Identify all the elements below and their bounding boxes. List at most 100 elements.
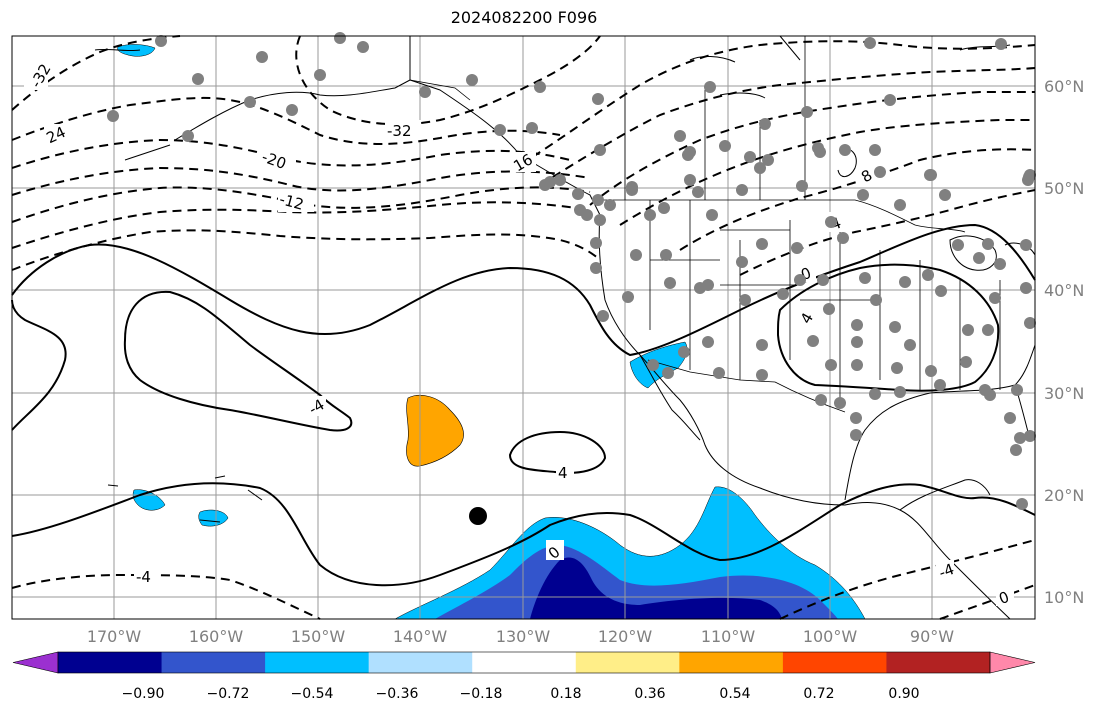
contour-label: -4 [936, 560, 956, 582]
station-dot [851, 359, 863, 371]
station-dot [801, 106, 813, 118]
station-dot [286, 104, 298, 116]
station-dot [539, 179, 551, 191]
station-dot [935, 285, 947, 297]
station-dot [674, 130, 686, 142]
contour-solid-6 [776, 263, 1000, 392]
station-dot [850, 412, 862, 424]
station-dot [736, 184, 748, 196]
station-dot [870, 294, 882, 306]
lon-tick-label: 110°W [701, 627, 756, 646]
station-dot [244, 96, 256, 108]
station-dot [889, 321, 901, 333]
station-dot [874, 166, 886, 178]
colorbar-extend-high [989, 651, 1036, 674]
lat-tick-label: 20°N [1044, 486, 1084, 505]
station-dot [192, 73, 204, 85]
station-dot [1020, 239, 1032, 251]
colorbar-segment [886, 652, 991, 673]
station-dot [851, 336, 863, 348]
lat-tick-label: 60°N [1044, 77, 1084, 96]
lat-tick-label: 30°N [1044, 384, 1084, 403]
station-dot [994, 258, 1006, 270]
station-dot [825, 359, 837, 371]
station-dot [706, 209, 718, 221]
station-dot [658, 202, 670, 214]
station-dot [684, 146, 696, 158]
station-dot [864, 37, 876, 49]
station-dot [817, 274, 829, 286]
station-dot [925, 169, 937, 181]
contour-dashed-16 [779, 539, 1036, 620]
contour-label: -12 [277, 190, 305, 214]
station-dot [713, 367, 725, 379]
station-dot [592, 194, 604, 206]
station-dot [744, 151, 756, 163]
station-dot [590, 237, 602, 249]
station-dot [1004, 412, 1016, 424]
station-dot [869, 144, 881, 156]
station-dot [1020, 282, 1032, 294]
station-dot [894, 386, 906, 398]
lat-tick-label: 10°N [1044, 588, 1084, 607]
aleutians [94, 48, 171, 161]
colorbar-tick-label: −0.54 [291, 686, 334, 702]
colorbar-segment [472, 652, 577, 673]
colorbar-segment [782, 652, 887, 673]
station-dot [592, 93, 604, 105]
station-dot [702, 336, 714, 348]
station-dot [962, 324, 974, 336]
station-dot [622, 291, 634, 303]
station-dot [777, 288, 789, 300]
station-dot [857, 189, 869, 201]
colorbar-segment [679, 652, 784, 673]
station-dot [664, 277, 676, 289]
yucatan [899, 479, 991, 511]
orange-anomaly-region [406, 395, 464, 467]
station-dot [604, 199, 616, 211]
station-dot [692, 186, 704, 198]
station-dot [973, 252, 985, 264]
us-canada-border [598, 199, 966, 233]
station-dot [939, 189, 951, 201]
lon-tick-label: 150°W [291, 627, 346, 646]
station-dot [719, 140, 731, 152]
station-dot [1024, 317, 1036, 329]
station-dot [934, 379, 946, 391]
station-dot [984, 389, 996, 401]
station-dot [989, 292, 1001, 304]
station-dot [1010, 444, 1022, 456]
station-dot [834, 397, 846, 409]
station-dot [572, 188, 584, 200]
station-dot [702, 279, 714, 291]
gulf-coast [844, 344, 1036, 501]
station-dot [794, 274, 806, 286]
contour-labels: -32 24 -32 16 -20 -12 -4 4 0 -4 4 8 4 0 … [24, 61, 1014, 608]
station-dot [597, 310, 609, 322]
station-dot [791, 242, 803, 254]
station-dot [1011, 384, 1023, 396]
station-dot [995, 38, 1007, 50]
station-dot [899, 276, 911, 288]
contour-dashed-9 [295, 35, 601, 126]
contour-dashed-12 [589, 91, 1035, 206]
station-dot [314, 69, 326, 81]
contour-solid-5 [11, 482, 1036, 587]
station-dot [850, 429, 862, 441]
station-dot [754, 162, 766, 174]
station-dot [1023, 171, 1035, 183]
station-dot [155, 35, 167, 47]
contour-solid-3 [123, 290, 353, 432]
storm-center-marker [469, 507, 487, 525]
station-dot [894, 199, 906, 211]
lon-tick-label: 100°W [803, 627, 858, 646]
station-dot [630, 249, 642, 261]
contour-label: 4 [558, 464, 568, 482]
station-dot [807, 335, 819, 347]
colorbar-tick-label: 0.72 [803, 686, 834, 702]
colorbar-segment [265, 652, 370, 673]
canada-arctic [689, 35, 1011, 99]
station-dot [1016, 498, 1028, 510]
canada-province-lines [624, 36, 806, 200]
contour-dashed-14 [679, 148, 1036, 251]
